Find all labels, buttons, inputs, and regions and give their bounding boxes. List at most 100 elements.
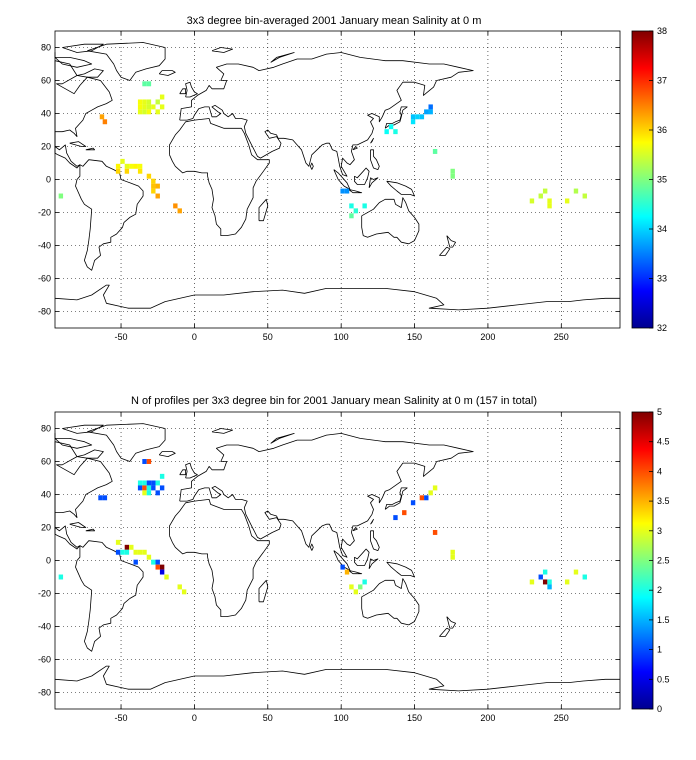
bin-cell — [547, 584, 552, 590]
bin-cell — [159, 473, 165, 479]
ticks-profile-count: -50 0 50 100 150 200 250 -80 -60 -40 -20 0 20 40 60 80 — [38, 412, 620, 723]
bin-cell — [181, 589, 187, 595]
bin-cell — [142, 104, 147, 110]
bin-cell — [538, 574, 543, 580]
colorbar-tick-label: 0 — [657, 704, 662, 714]
bins-salinity — [58, 81, 587, 219]
coastline-segment — [384, 487, 408, 510]
bin-cell — [393, 515, 398, 521]
coastline-segment — [169, 118, 270, 237]
coastline-segment — [158, 451, 176, 458]
coastline-segment — [352, 146, 358, 151]
bin-cell — [146, 173, 152, 179]
bin-cell — [410, 114, 416, 120]
coastline-segment — [54, 665, 620, 692]
y-tick-label: -80 — [38, 307, 51, 317]
bin-cell — [155, 183, 160, 189]
coastline-segment — [446, 616, 457, 629]
bin-cell — [137, 549, 143, 555]
bin-cell — [424, 495, 429, 501]
bin-cell — [582, 193, 587, 199]
coastline-segment — [158, 70, 176, 76]
y-tick-label: -80 — [38, 688, 51, 698]
bin-cell — [573, 188, 579, 194]
bin-cell — [133, 559, 138, 565]
coastline-segment — [352, 527, 358, 532]
bin-cell — [129, 163, 134, 169]
colorbar-tick-label: 33 — [657, 274, 667, 284]
bin-cell — [58, 193, 64, 199]
coastline-segment — [85, 147, 95, 151]
colorbar-tick-label: 4.5 — [657, 437, 670, 447]
bin-cell — [573, 569, 579, 575]
bin-cell — [151, 183, 156, 189]
bin-cell — [124, 549, 130, 555]
coastline-segment — [69, 141, 87, 147]
bin-cell — [432, 148, 438, 154]
bin-cell — [393, 129, 398, 135]
x-tick-label: 150 — [407, 332, 422, 342]
bin-cell — [340, 188, 345, 194]
colorbar-ticks-salinity: 32 33 34 35 36 37 38 — [649, 26, 667, 333]
coastline-segment — [211, 47, 234, 53]
bin-cell — [146, 459, 152, 464]
bin-cell — [137, 109, 143, 115]
bin-cell — [177, 208, 182, 214]
bin-cell — [428, 490, 433, 496]
bin-cell — [146, 104, 152, 110]
coastline-segment — [169, 498, 270, 617]
bin-cell — [542, 579, 548, 585]
bin-cell — [99, 114, 105, 120]
bin-cell — [155, 564, 160, 570]
x-tick-label: 0 — [192, 332, 197, 342]
bin-cell — [120, 158, 125, 164]
y-tick-label: -40 — [38, 241, 51, 251]
y-tick-label: 80 — [41, 424, 51, 434]
bin-cell — [582, 574, 587, 580]
coastline-segment — [361, 578, 420, 626]
bin-cell — [137, 168, 143, 174]
ticks-salinity: -50 0 50 100 150 200 250 -80 -60 -40 -20 0 20 40 60 80 — [38, 31, 620, 342]
bin-cell — [151, 559, 156, 565]
colorbar-tick-label: 0.5 — [657, 674, 670, 684]
x-tick-label: 250 — [554, 332, 569, 342]
colorbar-tick-label: 3 — [657, 526, 662, 536]
bin-cell — [450, 168, 455, 174]
y-tick-label: 40 — [41, 490, 51, 500]
colorbar-tick-label: 32 — [657, 323, 667, 333]
bin-cell — [159, 569, 165, 575]
panel-title-salinity: 3x3 degree bin-averaged 2001 January mea… — [187, 15, 482, 27]
colorbar-tick-label: 34 — [657, 224, 667, 234]
panel-title-profile-count: N of profiles per 3x3 degree bin for 200… — [131, 395, 537, 407]
bin-cell — [146, 485, 152, 491]
coastline-segment — [309, 543, 314, 551]
x-tick-label: 150 — [407, 713, 422, 723]
y-tick-label: 40 — [41, 109, 51, 119]
bin-cell — [146, 81, 152, 87]
bin-cell — [432, 529, 438, 535]
bin-cell — [155, 193, 160, 199]
bin-cell — [547, 579, 552, 585]
coastline-segment — [62, 424, 104, 434]
bin-cell — [151, 480, 156, 486]
bin-cell — [146, 109, 152, 115]
bin-cell — [542, 188, 548, 194]
bin-cell — [124, 168, 130, 174]
colorbar-tick-label: 1 — [657, 645, 662, 655]
coastline-segment — [179, 52, 474, 177]
coastline-segment — [54, 57, 93, 68]
colorbar-tick-label: 2.5 — [657, 556, 670, 566]
bin-cell — [142, 109, 147, 115]
bin-cell — [547, 203, 552, 209]
coastline-segment — [69, 522, 87, 528]
bin-cell — [137, 163, 143, 169]
bin-cell — [155, 99, 160, 105]
bin-cell — [353, 208, 359, 214]
x-tick-label: 200 — [480, 332, 495, 342]
bins-profile-count — [58, 459, 587, 595]
bin-cell — [124, 163, 130, 169]
bin-cell — [340, 564, 345, 570]
bin-cell — [146, 99, 152, 105]
bin-cell — [542, 569, 548, 575]
panel-profile-count: N of profiles per 3x3 degree bin for 200… — [38, 395, 670, 723]
